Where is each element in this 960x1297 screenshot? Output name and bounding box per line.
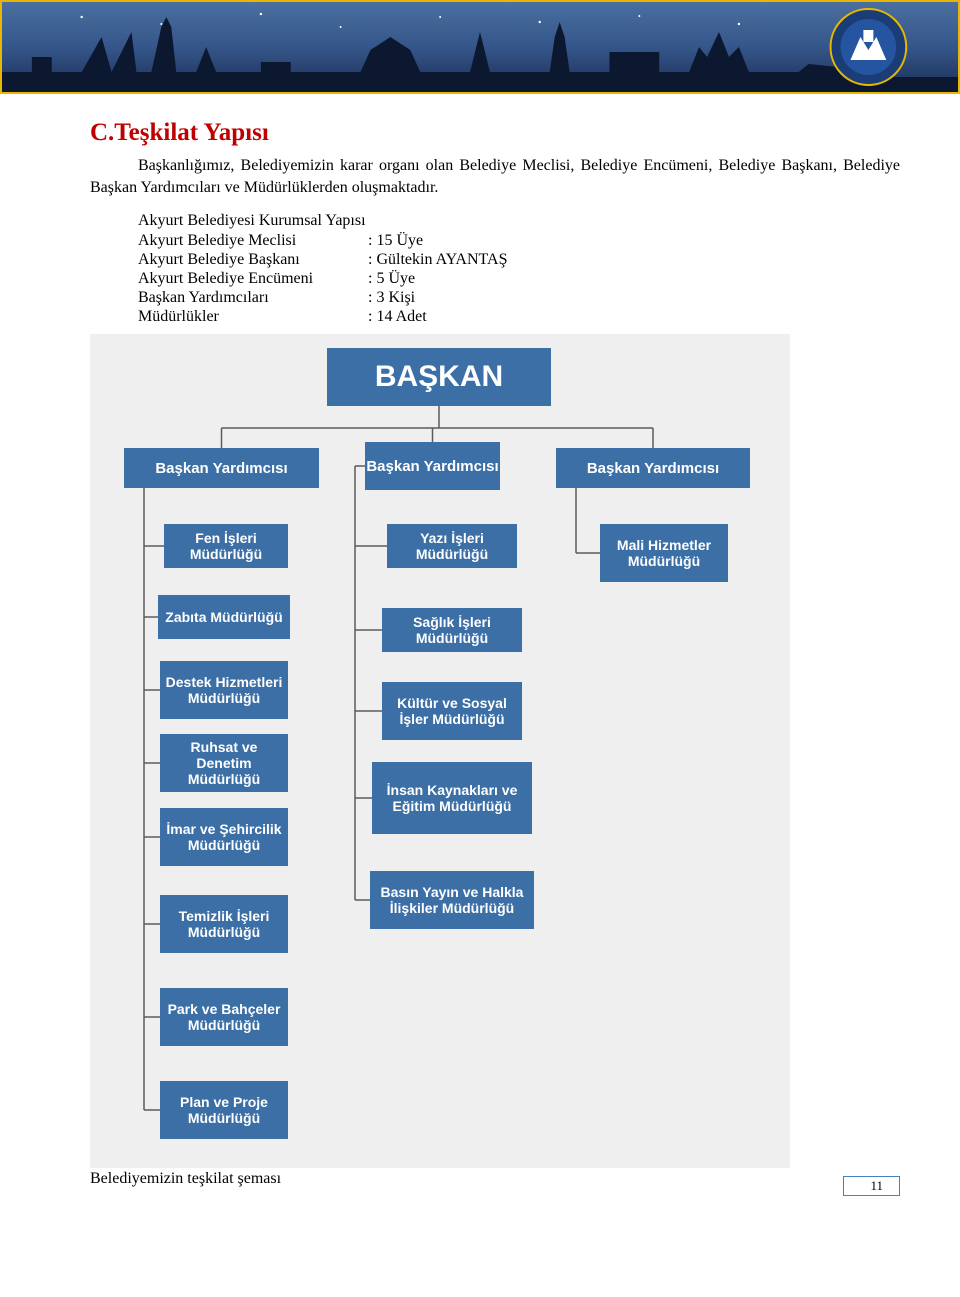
- org-node-col1-1: Zabıta Müdürlüğü: [158, 595, 290, 639]
- header-banner: [0, 0, 960, 94]
- org-node-col1-0: Fen İşleri Müdürlüğü: [164, 524, 288, 568]
- org-node-col1-5: Temizlik İşleri Müdürlüğü: [160, 895, 288, 953]
- page-number: 11: [843, 1176, 900, 1196]
- org-node-col1-3: Ruhsat ve Denetim Müdürlüğü: [160, 734, 288, 792]
- info-row: Başkan Yardımcıları 3 Kişi: [138, 289, 900, 307]
- info-row: Müdürlükler 14 Adet: [138, 308, 900, 326]
- info-value: 15 Üye: [368, 232, 423, 250]
- org-chart: BAŞKAN Başkan Yardımcısı Başkan Yardımcısı…: [90, 348, 790, 1158]
- info-label: Akyurt Belediye Encümeni: [138, 270, 368, 288]
- org-node-deputy-1: Başkan Yardımcısı: [365, 442, 500, 490]
- info-row: Akyurt Belediye Meclisi 15 Üye: [138, 232, 900, 250]
- org-node-deputy-2: Başkan Yardımcısı: [556, 448, 750, 488]
- info-label: Akyurt Belediye Başkanı: [138, 251, 368, 269]
- org-node-deputy-0: Başkan Yardımcısı: [124, 448, 319, 488]
- org-node-col1-7: Plan ve Proje Müdürlüğü: [160, 1081, 288, 1139]
- org-node-col1-6: Park ve Bahçeler Müdürlüğü: [160, 988, 288, 1046]
- info-row: Akyurt Belediye Başkanı Gültekin AYANTAŞ: [138, 251, 900, 269]
- info-list-heading: Akyurt Belediyesi Kurumsal Yapısı: [138, 212, 900, 230]
- info-value: 14 Adet: [368, 308, 427, 326]
- info-value: 3 Kişi: [368, 289, 415, 307]
- section-title: C.Teşkilat Yapısı: [90, 119, 900, 147]
- org-node-root: BAŞKAN: [327, 348, 551, 406]
- org-node-col1-4: İmar ve Şehircilik Müdürlüğü: [160, 808, 288, 866]
- org-node-col1-2: Destek Hizmetleri Müdürlüğü: [160, 661, 288, 719]
- org-node-col2-4: Basın Yayın ve Halkla İlişkiler Müdürlüğ…: [370, 871, 534, 929]
- info-value: Gültekin AYANTAŞ: [368, 251, 507, 269]
- info-label: Akyurt Belediye Meclisi: [138, 232, 368, 250]
- info-label: Başkan Yardımcıları: [138, 289, 368, 307]
- org-node-col2-3: İnsan Kaynakları ve Eğitim Müdürlüğü: [372, 762, 532, 834]
- org-node-col2-2: Kültür ve Sosyal İşler Müdürlüğü: [382, 682, 522, 740]
- org-node-col2-0: Yazı İşleri Müdürlüğü: [387, 524, 517, 568]
- chart-caption: Belediyemizin teşkilat şeması: [90, 1170, 900, 1188]
- intro-paragraph: Başkanlığımız, Belediyemizin karar organ…: [90, 155, 900, 198]
- info-row: Akyurt Belediye Encümeni 5 Üye: [138, 270, 900, 288]
- org-chart-container: BAŞKAN Başkan Yardımcısı Başkan Yardımcısı…: [90, 334, 790, 1168]
- org-node-col2-1: Sağlık İşleri Müdürlüğü: [382, 608, 522, 652]
- info-label: Müdürlükler: [138, 308, 368, 326]
- info-value: 5 Üye: [368, 270, 415, 288]
- org-node-col3-0: Mali Hizmetler Müdürlüğü: [600, 524, 728, 582]
